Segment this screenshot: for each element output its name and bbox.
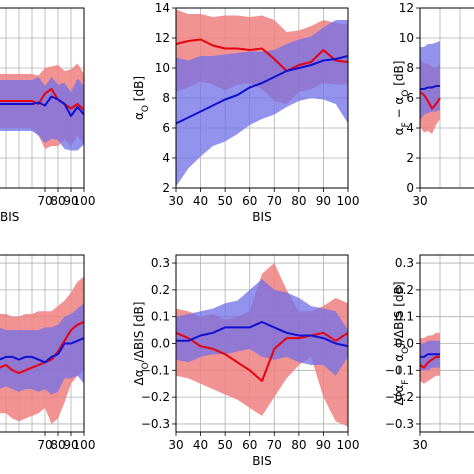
x-tick-label: 70 (37, 194, 52, 208)
x-tick-label: 90 (316, 194, 331, 208)
x-tick-label: 60 (242, 438, 257, 452)
y-tick-label: 12 (155, 31, 170, 45)
x-tick-label: 30 (168, 438, 183, 452)
line-light (420, 353, 440, 358)
y-axis-label: αO [dB] (132, 76, 151, 120)
y-tick-label: −0.3 (141, 417, 170, 431)
axes-frame (0, 7, 85, 189)
y-tick-label: −0.3 (385, 417, 414, 431)
x-tick-label: 70 (267, 194, 282, 208)
x-tick-label: 90 (316, 438, 331, 452)
x-tick-label: 100 (73, 438, 96, 452)
y-tick-label: −0.2 (141, 390, 170, 404)
x-axis-label: BIS (0, 210, 19, 224)
line-deep (176, 38, 348, 72)
line-deep (420, 355, 440, 369)
x-tick-label: 100 (337, 194, 360, 208)
y-tick-label: 0 (406, 181, 414, 195)
line-light (420, 85, 440, 90)
y-tick-label: 10 (155, 61, 170, 75)
y-tick-label: 0.3 (151, 256, 170, 270)
y-tick-label: 0.2 (395, 283, 414, 297)
line-light (176, 55, 348, 125)
panel-top-right: 300 2 4 6 8 10 12 αF − αO [dB] (392, 1, 474, 208)
y-tick-label: 6 (406, 91, 414, 105)
y-tick-label: −0.2 (385, 390, 414, 404)
x-tick-label: 30 (412, 194, 427, 208)
y-axis-label: ΔαO/ΔBIS [dB] (132, 302, 151, 386)
y-tick-label: 0.2 (151, 283, 170, 297)
x-tick-label: 70 (37, 438, 52, 452)
y-tick-label: 2 (162, 181, 170, 195)
band-light (176, 20, 348, 187)
line-light (0, 95, 84, 117)
x-tick-label: 50 (218, 194, 233, 208)
y-tick-label: 0.0 (395, 337, 414, 351)
line-deep (0, 321, 84, 374)
x-tick-label: 30 (168, 194, 183, 208)
x-tick-label: 80 (50, 438, 65, 452)
y-tick-label: 8 (406, 61, 414, 75)
y-tick-label: 10 (399, 31, 414, 45)
band-light (420, 41, 440, 121)
panel-top-middle: 30 40 50 60 70 80 90 100 2 4 6 8 10 12 14 BIS αO [dB] (132, 1, 359, 224)
x-tick-label: 90 (63, 194, 78, 208)
line-deep (0, 88, 84, 111)
line-light (0, 337, 84, 364)
x-tick-label: 60 (242, 194, 257, 208)
x-tick-label: 40 (193, 194, 208, 208)
panel-bottom-middle: 30 40 50 60 70 80 90 100 −0.3 −0.2 −0.1 0.0 0.1 0.2 0.… (132, 254, 360, 468)
y-tick-label: 4 (162, 151, 170, 165)
y-tick-label: 4 (406, 121, 414, 135)
band-light (0, 77, 84, 151)
y-tick-label: 2 (406, 151, 414, 165)
x-tick-label: 50 (218, 438, 233, 452)
y-axis-label: Δ(αF − αO)/ΔBIS [dB] (392, 281, 411, 405)
x-tick-label: 100 (337, 438, 360, 452)
line-light (176, 321, 348, 348)
x-tick-label: 80 (50, 194, 65, 208)
y-tick-label: 8 (162, 91, 170, 105)
y-tick-label: 0.0 (151, 337, 170, 351)
x-tick-label: 90 (63, 438, 78, 452)
y-tick-label: 0.1 (151, 310, 170, 324)
x-tick-label: 40 (193, 438, 208, 452)
y-tick-label: 14 (155, 1, 170, 15)
axes-frame (0, 254, 85, 433)
y-axis-label: αF − αO [dB] (392, 61, 411, 136)
x-tick-label: 100 (73, 194, 96, 208)
line-deep (176, 331, 348, 382)
x-axis-label: BIS (252, 210, 271, 224)
x-tick-label: 80 (291, 438, 306, 452)
y-tick-label: 6 (162, 121, 170, 135)
y-tick-label: −0.1 (385, 363, 414, 377)
x-tick-label: 80 (291, 194, 306, 208)
x-tick-label: 30 (412, 438, 427, 452)
panel-bottom-right: 30 −0.3 −0.2 −0.1 0.0 0.1 0.2 0.3 Δ(αF − αO)/ΔBI… (385, 254, 474, 452)
y-tick-label: 0.3 (395, 256, 414, 270)
y-tick-label: −0.1 (141, 363, 170, 377)
x-tick-label: 70 (267, 438, 282, 452)
line-deep (420, 91, 441, 110)
x-axis-label: BIS (252, 454, 271, 468)
y-tick-label: 0.1 (395, 310, 414, 324)
y-tick-label: 12 (399, 1, 414, 15)
band-light (420, 340, 440, 371)
